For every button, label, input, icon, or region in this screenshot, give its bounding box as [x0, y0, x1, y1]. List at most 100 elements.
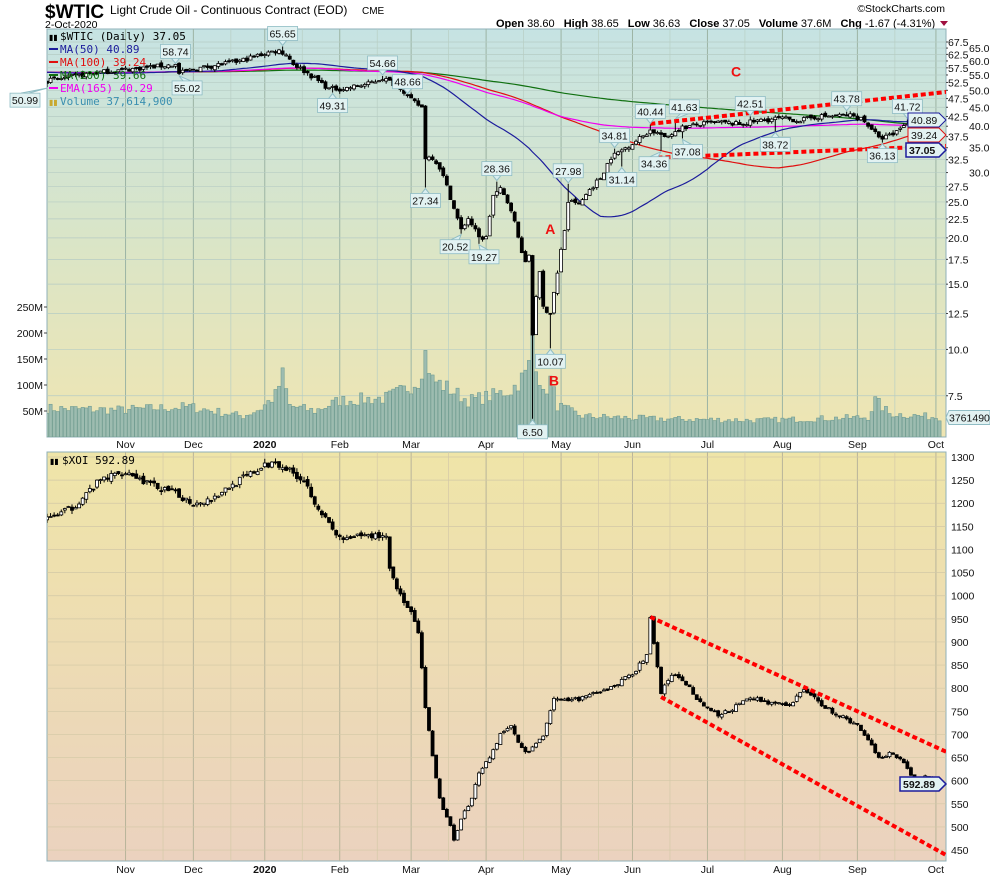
volume-bar [391, 388, 396, 437]
volume-bar [237, 415, 242, 437]
candle-down [473, 225, 478, 230]
candle-up [494, 743, 499, 750]
candle-down [419, 104, 424, 108]
candle-up [380, 79, 385, 82]
price-annotation: 48.66 [392, 74, 423, 95]
candle-up [719, 713, 724, 718]
volume-bar [180, 402, 185, 437]
candle-up [509, 725, 514, 729]
candle-up [884, 134, 888, 140]
candle-down [844, 114, 849, 117]
volume-bar [887, 413, 892, 437]
candle-up [487, 757, 492, 763]
candle-up [851, 722, 856, 725]
x-tick-label-top: Dec [184, 439, 203, 451]
close-label: Close [689, 18, 719, 30]
price-annotation: 43.78 [831, 91, 863, 112]
candle-up [141, 66, 146, 70]
callout-pointer [617, 166, 627, 173]
candle-down [227, 60, 231, 63]
callout-pointer [610, 142, 620, 149]
candle-down [177, 62, 181, 74]
volume-bar [366, 396, 371, 437]
candle-down [834, 713, 838, 716]
candle-down [152, 64, 157, 69]
candle-down [516, 734, 521, 743]
candle-down [891, 752, 895, 755]
candle-up [487, 215, 492, 237]
candle-down [701, 702, 706, 707]
volume-bar [319, 409, 324, 437]
xoi-value-tag: 592.89 [899, 776, 948, 792]
trendline [657, 143, 946, 160]
candle-down [398, 588, 403, 595]
wave-label-c: C [731, 63, 741, 79]
volume-bar [91, 411, 96, 437]
candle-down [205, 65, 210, 68]
candle-down [152, 480, 157, 484]
stockcharts-copyright[interactable]: ©StockCharts.com [857, 3, 945, 15]
open-value: 38.60 [527, 18, 555, 30]
candle-down [416, 100, 421, 106]
candle-down [844, 716, 849, 720]
y-tick-label: 25.0 [948, 197, 969, 209]
candle-up [427, 156, 431, 161]
volume-bar [819, 415, 824, 437]
candle-down [191, 68, 196, 71]
wave-label-b: B [549, 372, 559, 388]
volume-bar [437, 379, 442, 437]
candle-up [555, 698, 560, 701]
price-annotation: 41.72 [891, 99, 923, 120]
volume-bar [344, 405, 349, 437]
volume-bar [452, 393, 456, 437]
candle-up [669, 674, 674, 682]
candle-up [380, 535, 385, 538]
candle-down [480, 236, 485, 240]
candle-down [341, 537, 346, 540]
candle-up [630, 144, 635, 150]
y-tick-label: 22.5 [948, 214, 969, 226]
candle-up [216, 63, 221, 67]
candle-down [716, 710, 721, 717]
candle-down [519, 743, 524, 748]
y-tick-label: 62.5 [948, 49, 969, 61]
volume-bar [766, 417, 771, 437]
candlestick-icon: ▮▮ [50, 457, 59, 466]
candle-up [830, 115, 835, 118]
candle-down [780, 703, 785, 705]
candle-up [534, 742, 538, 748]
volume-bar [473, 396, 478, 437]
volume-bar [773, 416, 778, 437]
candle-down [762, 700, 767, 703]
candle-down [694, 694, 699, 700]
volume-bar [659, 417, 663, 437]
candle-down [737, 122, 742, 126]
volume-bar [701, 418, 706, 437]
candle-up [587, 189, 592, 196]
candle-up [377, 80, 381, 83]
candle-up [84, 72, 89, 78]
price-annotation: 55.02 [171, 75, 203, 96]
candle-up [737, 702, 742, 705]
volume-bar [923, 412, 928, 437]
volume-bar [202, 408, 206, 437]
candle-up [734, 704, 738, 712]
candle-down [323, 513, 328, 518]
volume-bar [187, 404, 192, 437]
candle-down [694, 123, 699, 126]
candle-down [862, 115, 867, 123]
candle-up [205, 498, 210, 505]
candle-down [791, 118, 796, 123]
y-tick-label: 500 [951, 822, 969, 834]
volume-bar [523, 369, 528, 437]
candle-up [755, 697, 760, 701]
volume-bar [876, 398, 881, 437]
candle-up [180, 69, 185, 74]
candle-down [855, 115, 860, 121]
price-annotation: 34.36 [638, 150, 670, 172]
annotation-label: 49.31 [319, 101, 345, 113]
volume-bar [623, 415, 628, 437]
candle-down [334, 530, 339, 536]
volume-bar [591, 417, 596, 437]
volume-tick-label: 250M [17, 302, 43, 314]
